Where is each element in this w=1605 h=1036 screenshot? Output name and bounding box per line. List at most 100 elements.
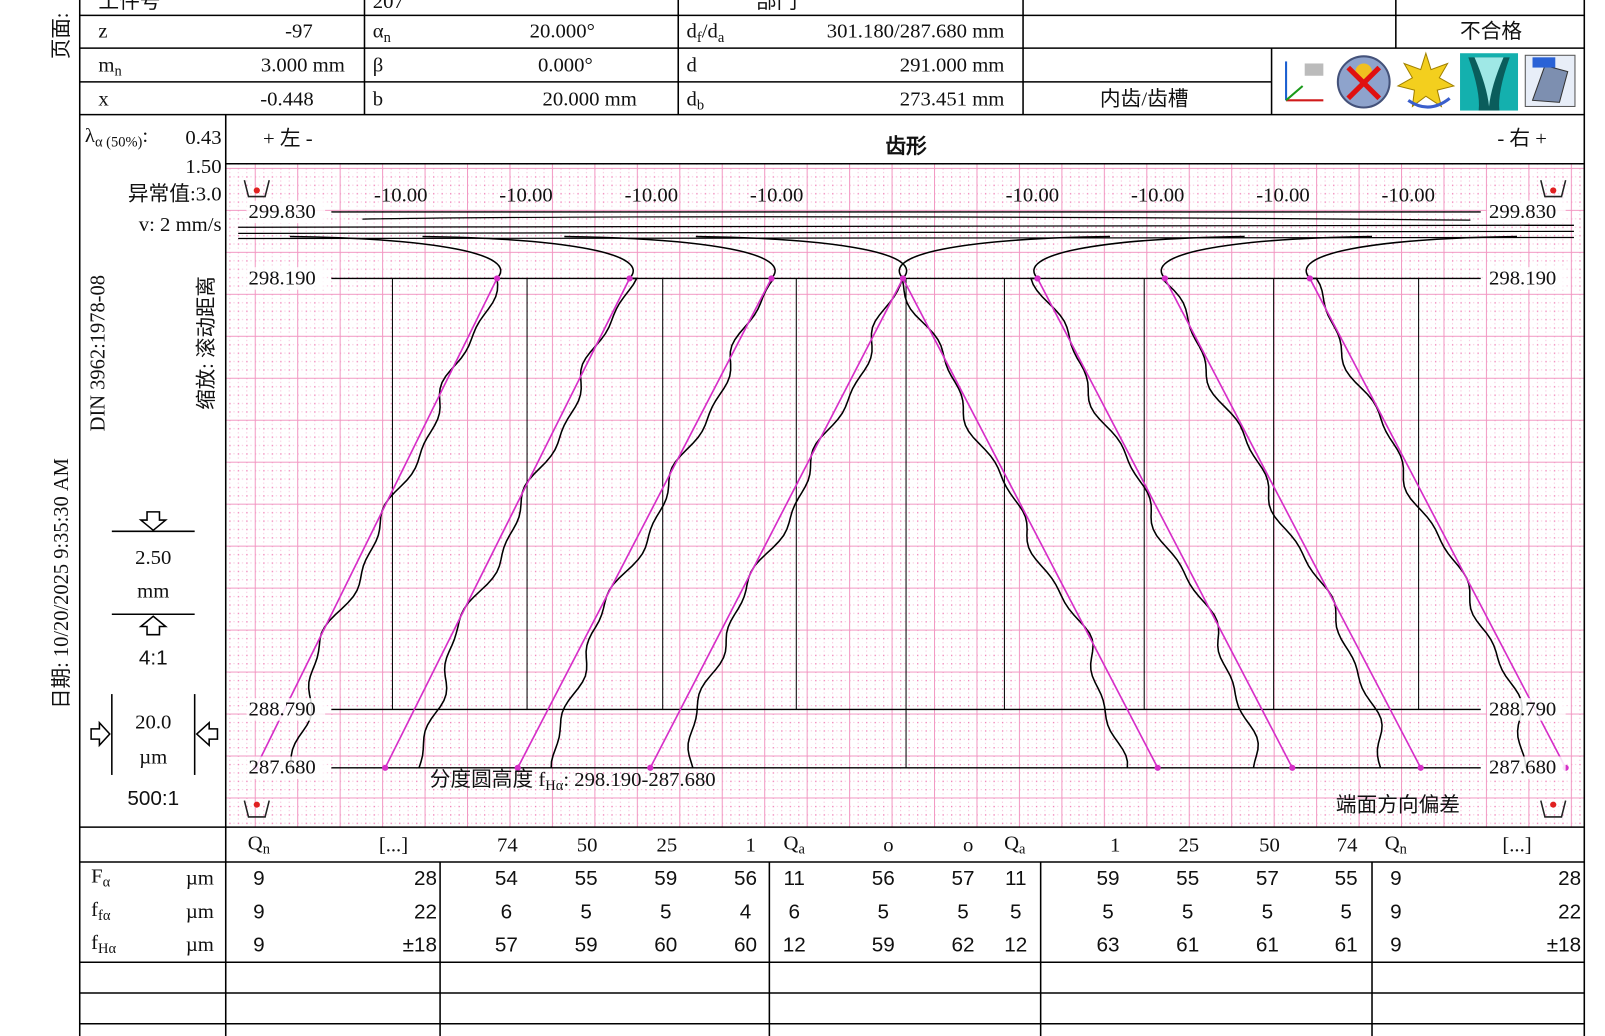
subscript: α [103,874,111,890]
table-cell: 9 [253,867,265,890]
level-label-left: 298.190 [249,268,316,290]
table-cell: 22 [1558,901,1581,924]
page-label: 页面: [51,13,73,60]
column-header: 50 [577,835,598,857]
column-header: 1 [746,835,756,857]
text-part: m [98,55,114,77]
gear-icon[interactable] [1396,51,1456,109]
row-label: fHα [91,932,116,957]
tolerance-end [1306,275,1313,282]
field-label: αn [373,21,391,46]
level-label-right: 288.790 [1489,698,1556,720]
table-cell: 59 [872,933,895,956]
tolerance-line [255,278,498,769]
tolerance-end [1161,275,1169,282]
stl-icon[interactable] [1524,54,1576,107]
label-bg [246,756,326,780]
text-part: Q [1385,833,1400,855]
field-value: -0.448 [260,88,313,110]
tolerance-line [517,278,773,769]
text-part: : 298.190-287.680 [563,769,715,791]
tolerance-line [1164,278,1422,769]
table-cell: 57 [951,867,974,890]
outlier: 异常值:3.0 [128,183,222,206]
row-unit: µm [186,901,214,923]
lambda-value-2: 1.50 [185,156,221,178]
tooth-icon[interactable] [1460,53,1519,111]
standard: DIN 3962:1978-08 [87,275,109,431]
column-header: 74 [1337,835,1358,857]
tolerance-end [1417,764,1424,771]
column-header: 74 [497,835,518,857]
table-cell: 60 [654,933,677,956]
field-value: 0.000° [538,55,593,77]
subscript: a [1019,842,1026,858]
table-cell: 57 [495,933,518,956]
table-cell: 55 [1176,867,1199,890]
table-cell: 63 [1096,933,1119,956]
table-cell: 5 [1340,901,1352,924]
table-cell: 60 [734,933,757,956]
text-part: Q [248,833,263,855]
column-header: [...] [1502,835,1531,857]
date-label: 日期: 10/20/2025 9:35:30 AM [51,458,73,709]
table-cell: 55 [1335,867,1358,890]
chart-title: 齿形 [885,135,927,158]
tolerance-end [899,275,907,282]
column-header: Qa [784,833,806,858]
field-label: x [98,88,109,110]
deviation-note: 端面方向偏差 [1336,794,1460,817]
scale-unit: µm [139,747,167,769]
tolerance-end [626,275,633,282]
table-cell: 5 [1262,901,1274,924]
text-part: d [687,55,698,77]
table-cell: 9 [1390,933,1402,956]
profile-trace [1159,235,1383,769]
subscript: n [263,842,270,858]
text-part: Q [1004,833,1019,855]
table-cell: 12 [783,933,806,956]
table-cell: ±18 [403,933,437,956]
subscript: Hα [98,941,117,957]
tolerance-line [1309,278,1567,769]
tolerance-end [1034,275,1041,282]
field-label: 部门 [756,0,797,13]
row-label: Fα [91,865,111,890]
gear-type: 内齿/齿槽 [1100,87,1189,110]
profile-trace [898,235,1129,768]
field-label: mn [98,55,121,80]
column-header: 25 [657,835,678,857]
table-cell: 61 [1335,933,1358,956]
text-part: : [142,125,148,147]
text-part: f [91,899,98,921]
tolerance-label: -10.00 [750,185,803,207]
level-label-right: 299.830 [1489,201,1556,223]
level-label-right: 298.190 [1489,268,1556,290]
subscript: f [697,30,702,46]
tolerance-label: -10.00 [625,185,678,207]
column-header: 1 [1110,835,1120,857]
field-value: 3.000 mm [261,55,345,77]
level-label-left: 287.680 [249,757,316,779]
subscript: n [114,64,121,80]
axes-icon[interactable] [1285,61,1324,102]
tolerance-end [768,275,775,282]
text-part: /d [702,21,719,43]
label-bg [246,267,326,290]
delete-icon[interactable] [1336,55,1391,109]
tolerance-line [1036,278,1294,769]
profile-trace [289,235,502,768]
column-header: [...] [379,835,408,857]
table-cell: 6 [501,901,513,924]
tolerance-label: -10.00 [374,185,427,207]
subscript: n [1400,842,1407,858]
field-label: d [687,55,698,77]
level-label-left: 299.830 [249,201,316,223]
text-part: f [91,932,98,954]
tolerance-end [647,764,654,771]
column-header: o [883,835,893,857]
subscript: b [697,97,704,113]
probe-icons [243,179,1567,818]
row-label: ffα [91,899,111,924]
table-cell: 11 [1005,867,1026,890]
